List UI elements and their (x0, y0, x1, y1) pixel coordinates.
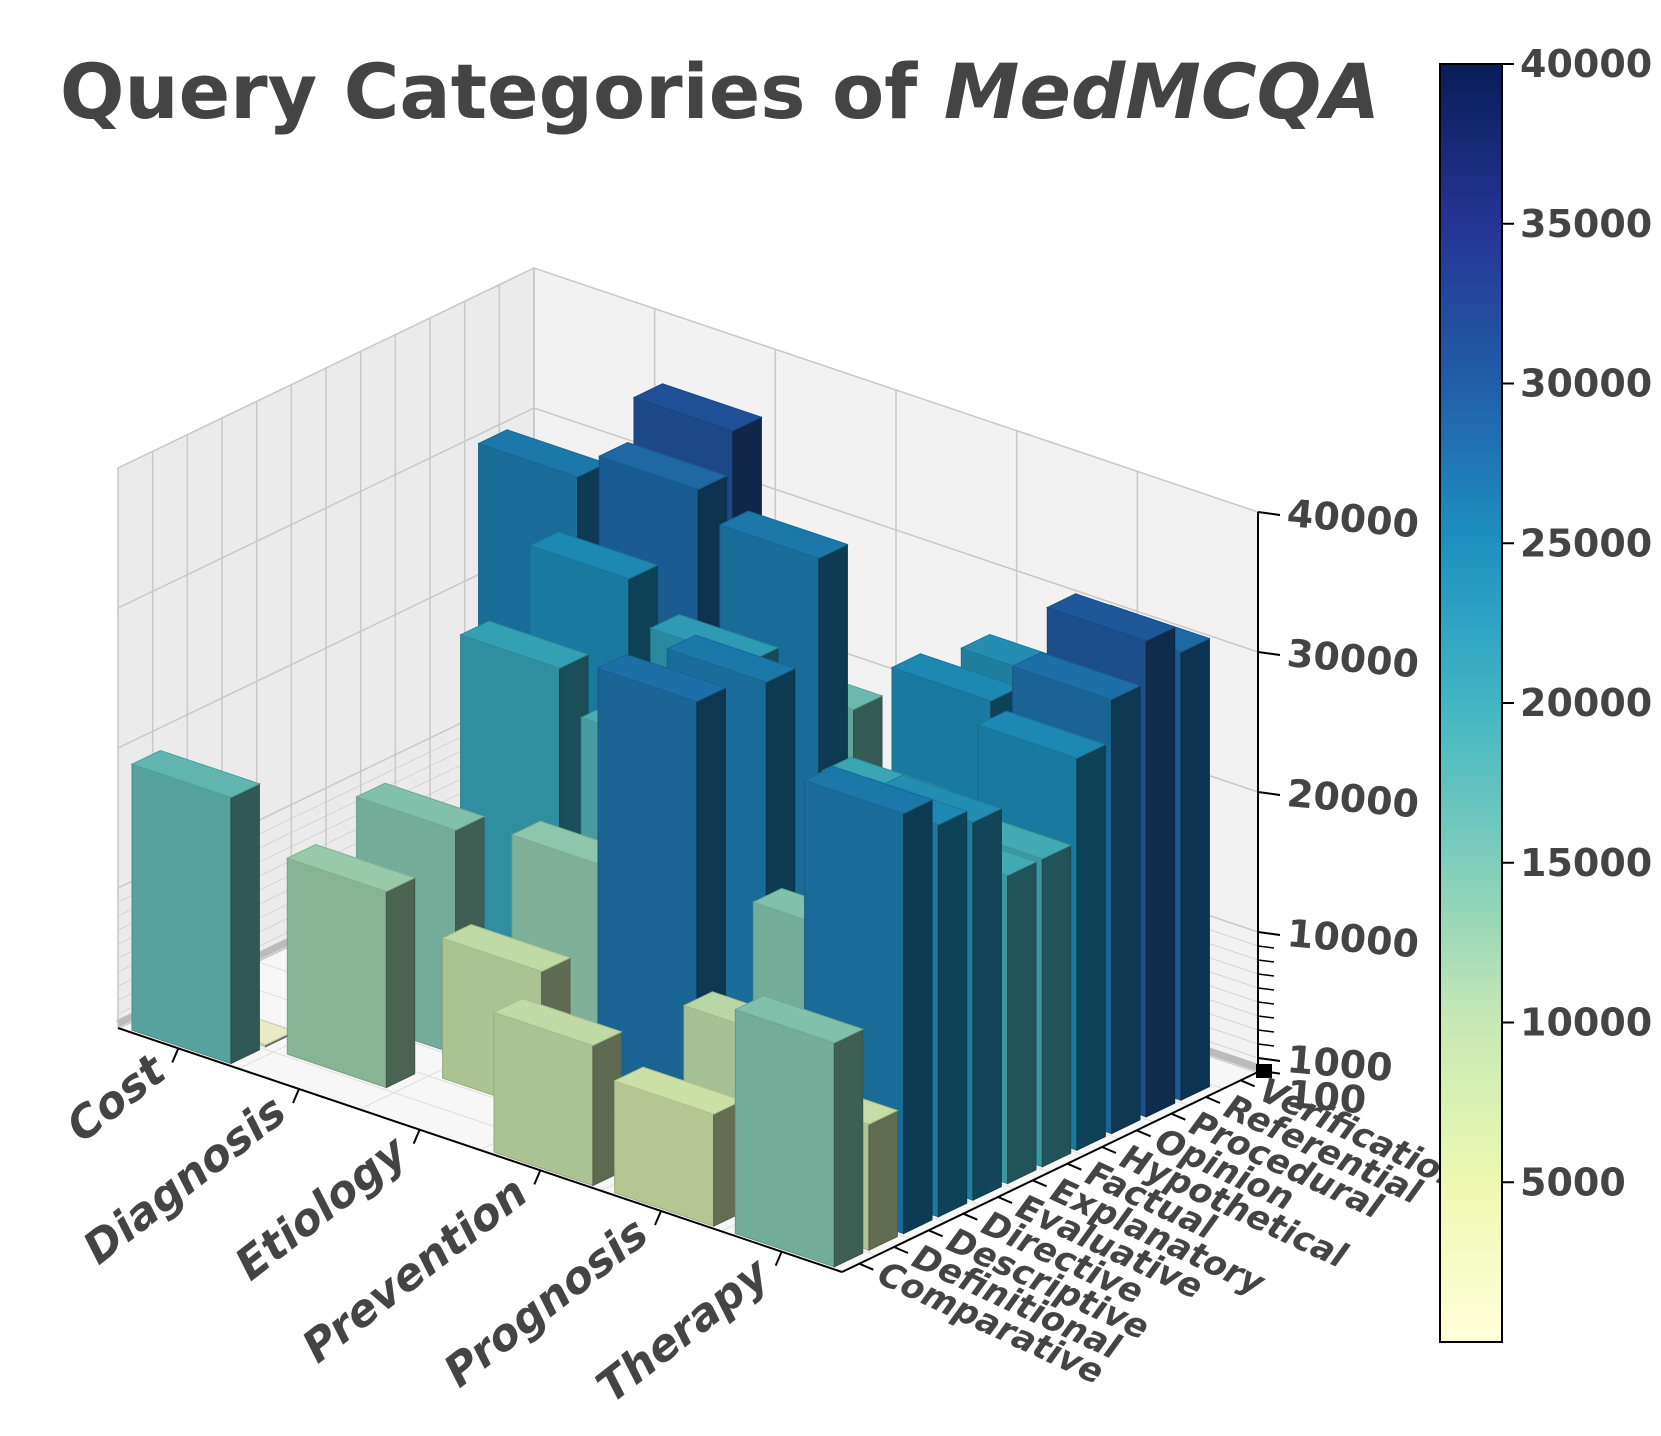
y-tick (1205, 1096, 1221, 1104)
x-tick (654, 1210, 662, 1226)
z-minor-tick (1257, 959, 1275, 963)
bar-face-side (868, 1109, 898, 1251)
chart-title: Query Categories of MedMCQA (60, 47, 1380, 136)
bar-face-top (1045, 593, 1177, 642)
bar-face-side (1180, 637, 1210, 1101)
chart-title-main: Query Categories of (60, 47, 918, 136)
x-tick (533, 1169, 542, 1185)
bar-face-top (355, 782, 486, 831)
z-tick (1257, 1057, 1281, 1062)
z-minor-tick (1257, 945, 1275, 949)
y-tick (1032, 1179, 1048, 1188)
x-tick (292, 1088, 300, 1104)
z-minor-tick (1257, 1043, 1275, 1047)
bar-Prognosis-Comparative (613, 1066, 744, 1227)
colorbar-tick-label: 20000 (1520, 681, 1652, 725)
z-tick (1257, 1069, 1281, 1075)
colorbar-tick-label: 10000 (1520, 1001, 1652, 1045)
z-minor-tick (1257, 1029, 1275, 1033)
bar-face-side (230, 783, 260, 1065)
y-tick (1240, 1079, 1256, 1088)
y-tick (997, 1196, 1013, 1204)
bar-face-top (492, 997, 623, 1047)
y-tick (962, 1212, 978, 1221)
z-tick (1257, 651, 1281, 656)
bar-face-top (718, 510, 849, 559)
z-tick-label: 100 (1285, 1072, 1368, 1123)
colorbar-ticks: 5000 10000 15000 20000 25000 30000 35000 40000 (1502, 42, 1652, 1204)
bar-face-side (937, 810, 968, 1218)
colorbar-tick-label: 25000 (1520, 521, 1652, 565)
bar-Cost-Comparative (130, 749, 261, 1065)
bar-face-front (734, 1008, 835, 1268)
colorbar-tick-label: 35000 (1520, 202, 1652, 246)
colorbar-tick-label: 30000 (1520, 362, 1652, 406)
bar-face-top (665, 634, 797, 683)
bar-face-top (632, 383, 763, 432)
x-tick (171, 1047, 180, 1063)
bar-face-front (131, 763, 232, 1065)
chart-title-emphasis: MedMCQA (944, 47, 1380, 136)
z-minor-tick (1257, 987, 1275, 991)
x-axis-line (117, 1027, 843, 1273)
y-tick (928, 1229, 944, 1238)
z-tick (1257, 791, 1281, 796)
z-tick-label: 20000 (1285, 771, 1421, 826)
z-tick (1257, 931, 1281, 936)
bar-face-side (1007, 861, 1037, 1185)
y-tick (858, 1262, 874, 1271)
bar-face-top (130, 749, 261, 799)
colorbar-tick-label: 40000 (1520, 42, 1652, 86)
bar-face-top (441, 923, 572, 973)
y-tick (893, 1246, 909, 1254)
bar-face-side (1145, 626, 1176, 1118)
bar-face-top (528, 531, 659, 580)
bar-face-top (597, 441, 729, 491)
z-tick-label: 10000 (1285, 911, 1421, 966)
bar-face-top (459, 620, 590, 669)
bar-face-side (1041, 844, 1072, 1168)
z-tick-label: 40000 (1285, 491, 1421, 546)
bar-face-top (285, 843, 417, 893)
z-tick-label: 1000 (1285, 1037, 1394, 1090)
bar-face-top (976, 710, 1107, 759)
bar-Therapy-Comparative (733, 995, 865, 1268)
z-minor-tick (1257, 1015, 1275, 1019)
bar-face-side (1076, 743, 1106, 1151)
bar-face-top (733, 995, 865, 1044)
z-minor-tick (1257, 1001, 1275, 1005)
x-tick (412, 1129, 421, 1145)
bar-face-side (1111, 685, 1141, 1135)
colorbar-tick-label: 15000 (1520, 841, 1652, 885)
y-tick (1170, 1112, 1186, 1121)
bar-Prevention-Comparative (492, 997, 623, 1187)
z-minor-tick (1257, 973, 1275, 977)
y-tick (1101, 1146, 1117, 1154)
bar-face-front (286, 857, 387, 1089)
bar-Diagnosis-Definitional (285, 843, 417, 1089)
bar-face-top (1011, 651, 1142, 701)
bar-face-side (903, 799, 933, 1235)
bar-face-top (803, 765, 934, 815)
z-tick-label: 30000 (1285, 631, 1421, 686)
colorbar-tick-label: 5000 (1520, 1160, 1626, 1204)
bar-face-side (385, 877, 416, 1089)
bar-face-top (596, 653, 727, 703)
x-tick-label: Cost (57, 1044, 176, 1153)
z-tick (1257, 511, 1281, 516)
bars (130, 383, 1211, 1268)
y-tick (1066, 1162, 1082, 1171)
y-axis-line (841, 1071, 1259, 1273)
y-tick (1136, 1129, 1152, 1138)
bar-face-side (972, 807, 1002, 1201)
colorbar (1439, 63, 1503, 1343)
x-tick (774, 1251, 783, 1267)
bar-face-side (833, 1028, 864, 1268)
